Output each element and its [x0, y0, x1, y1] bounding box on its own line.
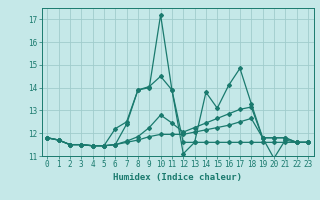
X-axis label: Humidex (Indice chaleur): Humidex (Indice chaleur) — [113, 173, 242, 182]
